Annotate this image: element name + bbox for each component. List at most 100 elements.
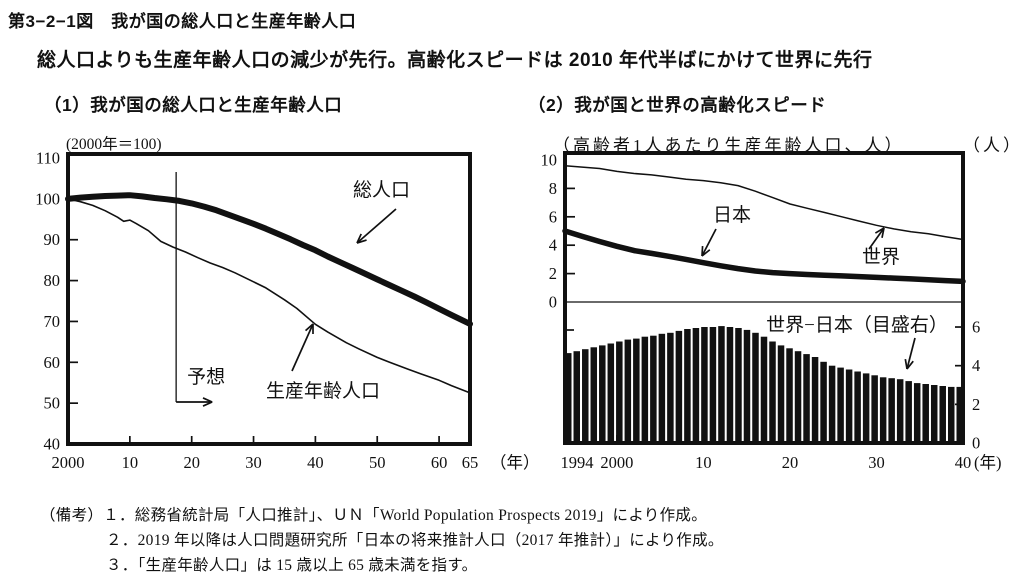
diff-bar bbox=[573, 351, 581, 443]
label-world-minus-japan: 世界−日本（目盛右） bbox=[766, 314, 948, 336]
chart1-x-tick-label: 2000 bbox=[52, 453, 85, 472]
diff-bar bbox=[837, 367, 844, 443]
diff-bar bbox=[565, 353, 572, 443]
arrow-world bbox=[874, 227, 885, 234]
chart1-x-tick-label: 30 bbox=[245, 453, 262, 472]
diff-bar bbox=[718, 326, 725, 443]
arrow-world bbox=[881, 227, 885, 238]
diff-bar bbox=[633, 338, 640, 443]
arrow-japan bbox=[701, 228, 717, 257]
diff-bar bbox=[590, 347, 598, 443]
arrow-total-population bbox=[356, 239, 367, 244]
diff-bar bbox=[624, 339, 632, 443]
chart2-plot-frame bbox=[563, 151, 965, 445]
diff-bar bbox=[650, 335, 657, 443]
note-line-1: （備考）１．総務省統計局「人口推計」、ＵＮ「World Population P… bbox=[40, 507, 708, 524]
chart2-right-y-tick-label: 0 bbox=[972, 434, 980, 453]
chart2-left-y-tick-label: 6 bbox=[549, 207, 557, 226]
arrow-japan bbox=[701, 245, 704, 257]
diff-bar bbox=[939, 386, 946, 443]
figure-title: 第3−2−1図 我が国の総人口と生産年齢人口 bbox=[8, 12, 357, 31]
diff-bar bbox=[845, 369, 853, 443]
diff-bar bbox=[675, 330, 683, 443]
chart2-right-y-tick-label: 6 bbox=[972, 318, 980, 337]
chart1-x-axis-unit: （年） bbox=[490, 453, 540, 472]
chart1-title: （1）我が国の総人口と生産年齢人口 bbox=[44, 95, 343, 115]
diff-bar bbox=[879, 377, 887, 443]
note-line-3: ３．「生産年齢人口」は 15 歳以上 65 歳未満を指す。 bbox=[106, 557, 478, 574]
arrow-total-population bbox=[356, 233, 362, 244]
chart2-left-y-tick-label: 2 bbox=[549, 264, 557, 283]
arrow-working-age-population bbox=[291, 323, 314, 372]
diff-bar bbox=[820, 361, 827, 443]
diff-bar bbox=[854, 371, 861, 443]
chart1-y-tick-label: 90 bbox=[44, 230, 61, 249]
chart1-x-tick-label: 60 bbox=[431, 453, 448, 472]
diff-bar bbox=[786, 348, 793, 443]
diff-bar bbox=[828, 365, 836, 443]
chart1-y-tick-label: 70 bbox=[44, 312, 61, 331]
diff-bar bbox=[862, 373, 870, 443]
figure-notes: （備考）１．総務省統計局「人口推計」、ＵＮ「World Population P… bbox=[40, 503, 724, 578]
chart1-y-tick-label: 50 bbox=[44, 394, 61, 413]
forecast-arrow bbox=[202, 397, 213, 403]
figure-subtitle: 総人口よりも生産年齢人口の減少が先行。高齢化スピードは 2010 年代半ばにかけ… bbox=[37, 50, 873, 71]
arrow-world bbox=[868, 227, 885, 250]
diff-bar bbox=[794, 351, 802, 443]
chart1-unit-label: (2000年＝100) bbox=[66, 135, 162, 153]
line-total-population bbox=[65, 192, 473, 327]
label-total-population: 総人口 bbox=[353, 179, 410, 201]
chart2-left-y-tick-label: 0 bbox=[549, 293, 557, 312]
chart2-x-tick-label: 10 bbox=[695, 453, 712, 472]
diff-bar bbox=[743, 329, 751, 443]
chart1-x-tick-label: 65 bbox=[462, 453, 479, 472]
diff-bar bbox=[667, 332, 674, 443]
diff-bar bbox=[930, 385, 938, 443]
chart2-right-y-tick-label: 4 bbox=[972, 356, 980, 375]
arrow-world-minus-japan bbox=[904, 358, 908, 370]
label-japan: 日本 bbox=[713, 204, 751, 226]
diff-bar bbox=[871, 375, 878, 443]
diff-bar bbox=[684, 329, 691, 443]
chart2-x-tick-label: 30 bbox=[868, 453, 885, 472]
chart2-unit-label: （高齢者1人あたり生産年齢人口、人） bbox=[553, 136, 905, 155]
diff-bar bbox=[777, 345, 785, 443]
diff-bar bbox=[658, 333, 666, 443]
diff-bar bbox=[896, 379, 904, 443]
diff-bar bbox=[947, 386, 955, 443]
chart2-right-y-tick-label: 2 bbox=[972, 395, 980, 414]
line-world bbox=[564, 164, 964, 241]
chart1-y-tick-label: 40 bbox=[44, 435, 61, 454]
chart2-right-axis-unit-label: （人） bbox=[963, 136, 1023, 155]
diff-bar bbox=[769, 341, 776, 443]
chart1-y-tick-label: 100 bbox=[35, 189, 60, 208]
chart1-y-tick-label: 110 bbox=[36, 149, 60, 168]
diff-bar bbox=[607, 343, 615, 443]
arrow-total-population bbox=[356, 208, 397, 244]
chart2-left-y-tick-label: 10 bbox=[541, 151, 558, 170]
diff-bar bbox=[735, 328, 742, 443]
forecast-arrow bbox=[202, 401, 213, 407]
chart2-left-y-tick-label: 8 bbox=[549, 179, 557, 198]
diff-bar bbox=[616, 341, 623, 443]
chart2-left-y-tick-label: 4 bbox=[549, 236, 557, 255]
chart2-title: （2）我が国と世界の高齢化スピード bbox=[528, 95, 827, 115]
chart1-x-tick-label: 10 bbox=[122, 453, 139, 472]
diff-bar bbox=[913, 383, 921, 443]
chart2-x-tick-label: 40 bbox=[955, 453, 972, 472]
chart2-x-tick-label: 20 bbox=[782, 453, 799, 472]
chart2-x-axis-unit: (年) bbox=[974, 453, 1002, 472]
label-working-age-population: 生産年齢人口 bbox=[266, 380, 380, 402]
diff-bar bbox=[803, 354, 810, 443]
chart1-plot-frame bbox=[66, 152, 472, 446]
chart1-y-tick-label: 80 bbox=[44, 271, 61, 290]
diff-bar bbox=[701, 327, 708, 443]
diff-bar bbox=[709, 327, 717, 443]
diff-bar bbox=[811, 357, 819, 443]
line-working-age-population bbox=[67, 198, 471, 394]
arrow-working-age-population bbox=[304, 323, 314, 332]
diff-bar bbox=[888, 378, 895, 443]
diff-bar bbox=[752, 332, 759, 443]
chart1-y-tick-label: 60 bbox=[44, 353, 61, 372]
diff-bar bbox=[760, 336, 768, 443]
